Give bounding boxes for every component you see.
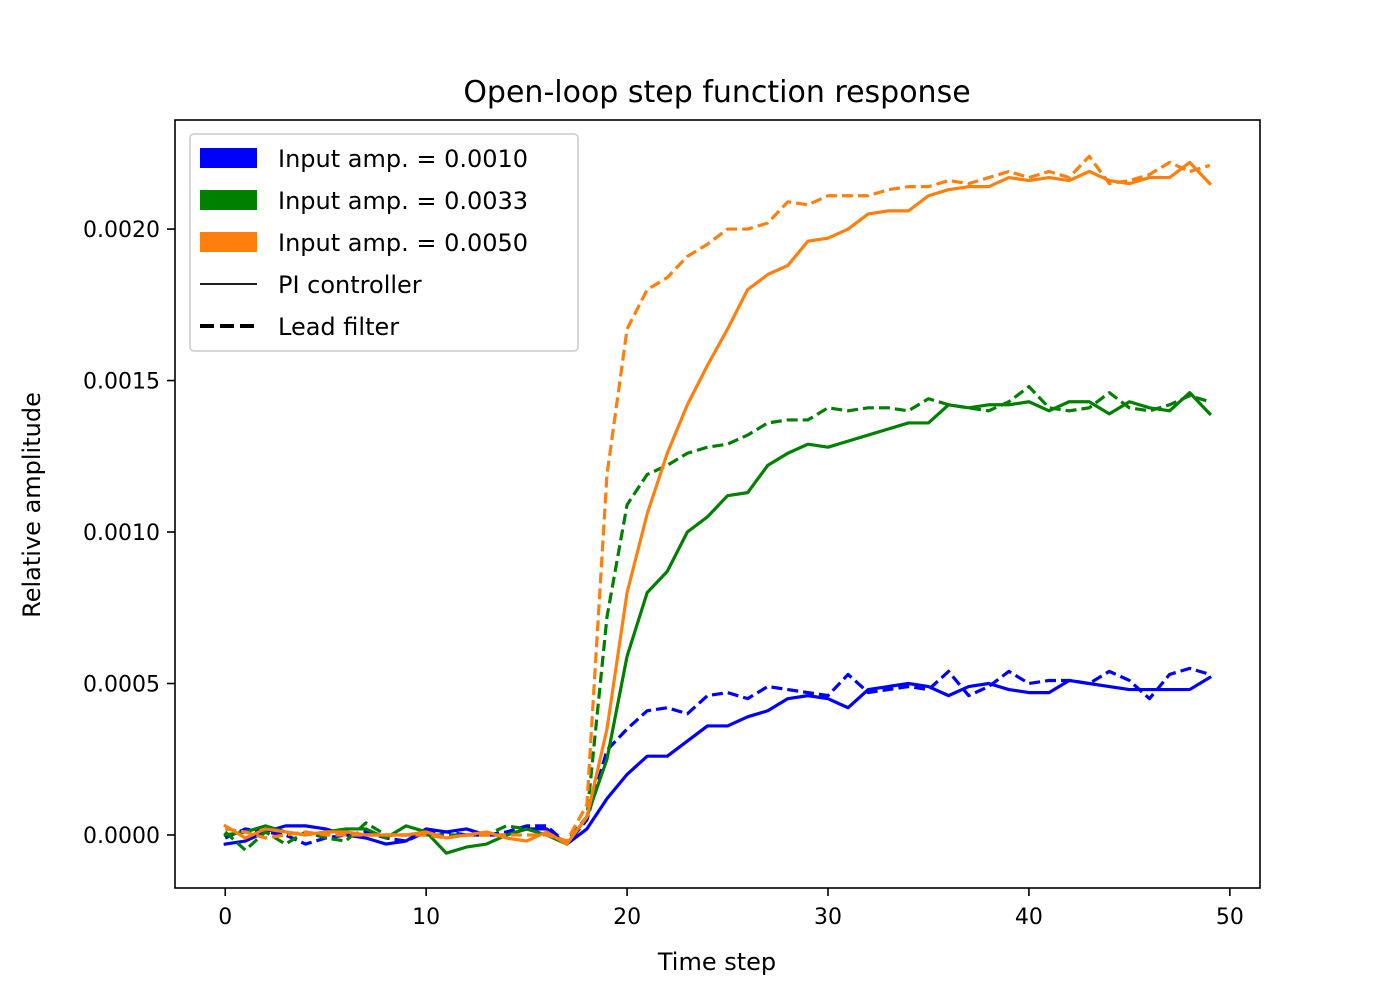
legend-label: Lead filter [278, 313, 399, 341]
y-tick-label: 0.0015 [83, 370, 160, 395]
series-line-5 [224, 154, 1211, 843]
legend-handle [200, 190, 257, 210]
legend-box [189, 133, 579, 352]
series-line-0 [223, 675, 1212, 846]
plot-lines [223, 154, 1213, 855]
y-axis-label: Relative amplitude [18, 392, 46, 618]
x-tick-label: 50 [1216, 905, 1244, 930]
legend-label: Input amp. = 0.0010 [278, 145, 528, 173]
x-tick-label: 40 [1015, 905, 1043, 930]
legend-handle [200, 148, 257, 168]
x-axis-label: Time step [657, 948, 776, 976]
legend-label: PI controller [278, 271, 422, 299]
y-tick-label: 0.0020 [83, 218, 160, 243]
legend-label: Input amp. = 0.0033 [278, 187, 528, 215]
x-tick-label: 20 [613, 905, 641, 930]
chart-title: Open-loop step function response [463, 75, 970, 110]
y-tick-label: 0.0000 [83, 824, 160, 849]
x-tick-label: 10 [412, 905, 440, 930]
legend-handle [200, 232, 257, 252]
plot-frame [174, 119, 1261, 889]
y-tick-label: 0.0010 [83, 521, 160, 546]
x-axis: 0 10 20 30 40 50 [218, 888, 1244, 930]
legend: Input amp. = 0.0010 Input amp. = 0.0033 In… [189, 133, 579, 352]
y-axis: 0.0000 0.0005 0.0010 0.0015 0.0020 [83, 218, 175, 849]
y-tick-label: 0.0005 [83, 673, 160, 698]
series-line-1 [224, 666, 1211, 846]
x-tick-label: 30 [814, 905, 842, 930]
legend-label: Input amp. = 0.0050 [278, 229, 528, 257]
x-tick-label: 0 [218, 905, 232, 930]
